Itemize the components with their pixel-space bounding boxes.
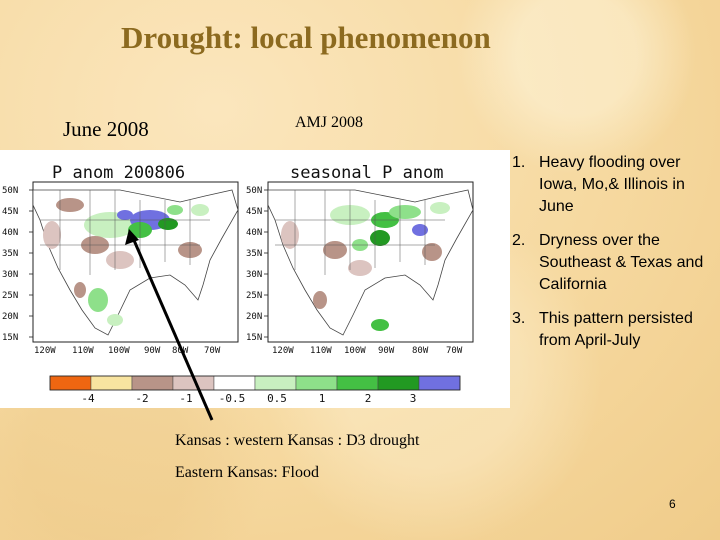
right-lon-tick: 110W (310, 346, 332, 356)
colorbar-swatch (172, 375, 215, 391)
right-lat-tick: 35N (246, 249, 262, 259)
right-lon-tick: 80W (412, 346, 429, 356)
left-lat-tick: 25N (2, 291, 18, 301)
colorbar-swatch (418, 375, 461, 391)
kansas-note: Kansas : western Kansas : D3 drought (175, 432, 420, 449)
left-lon-tick: 70W (204, 346, 221, 356)
right-lat-tick: 15N (246, 333, 262, 343)
colorbar-frame (49, 375, 461, 391)
june-2008-label: June 2008 (63, 117, 149, 141)
colorbar-label: -1 (179, 392, 192, 405)
left-lat-tick: 50N (2, 186, 18, 196)
colorbar-label: -4 (81, 392, 95, 405)
right-lat-tick: 45N (246, 207, 262, 217)
colorbar-label: 0.5 (267, 392, 287, 405)
right-lon-tick: 70W (446, 346, 463, 356)
right-map: 50N 45N 40N 35N 30N 25N 20N 15N 120W 110… (246, 181, 474, 356)
left-map: 50N 45N 40N 35N 30N 25N 20N 15N 120W 110… (2, 181, 239, 356)
left-lon-tick: 100W (108, 346, 130, 356)
left-lat-tick: 45N (2, 207, 18, 217)
precip-anomaly-maps: P anom 200806 seasonal P anom (0, 150, 510, 408)
right-lat-tick: 20N (246, 312, 262, 322)
colorbar-swatch (90, 375, 133, 391)
list-item-text: Dryness over the Southeast & Texas and C… (539, 232, 704, 293)
right-lon-tick: 90W (378, 346, 395, 356)
colorbar (49, 375, 461, 391)
left-lon-tick: 90W (144, 346, 161, 356)
maps-figure: P anom 200806 seasonal P anom (2, 163, 474, 405)
eastern-kansas-note: Eastern Kansas: Flood (175, 464, 319, 481)
colorbar-swatch (254, 375, 297, 391)
right-lat-tick: 50N (246, 186, 262, 196)
list-item: 1. Heavy flooding over Iowa, Mo,& Illinoi… (512, 152, 708, 218)
right-lon-tick: 100W (344, 346, 366, 356)
list-item-text: This pattern persisted from April-July (539, 310, 693, 349)
colorbar-label: -0.5 (219, 392, 246, 405)
left-map-title: P anom 200806 (52, 163, 185, 183)
right-lat-tick: 30N (246, 270, 262, 280)
colorbar-label: 3 (410, 392, 417, 405)
colorbar-swatch (213, 375, 256, 391)
colorbar-label: 2 (365, 392, 372, 405)
left-lat-tick: 35N (2, 249, 18, 259)
colorbar-label: -2 (135, 392, 148, 405)
right-lat-tick: 40N (246, 228, 262, 238)
right-map-title: seasonal P anom (290, 163, 444, 183)
left-lon-tick: 120W (34, 346, 56, 356)
left-lon-tick: 110W (72, 346, 94, 356)
list-item: 3. This pattern persisted from April-July (512, 308, 708, 352)
findings-list: 1. Heavy flooding over Iowa, Mo,& Illinoi… (512, 152, 708, 364)
colorbar-swatch (49, 375, 92, 391)
left-lat-tick: 20N (2, 312, 18, 322)
colorbar-label: 1 (319, 392, 326, 405)
left-lat-tick: 15N (2, 333, 18, 343)
left-lat-tick: 30N (2, 270, 18, 280)
list-item-text: Heavy flooding over Iowa, Mo,& Illinois … (539, 154, 685, 215)
left-lat-tick: 40N (2, 228, 18, 238)
list-item: 2. Dryness over the Southeast & Texas and… (512, 230, 708, 296)
colorbar-swatch (131, 375, 174, 391)
right-lon-tick: 120W (272, 346, 294, 356)
colorbar-swatch (377, 375, 420, 391)
left-lon-tick: 80W (172, 346, 189, 356)
right-lat-tick: 25N (246, 291, 262, 301)
amj-2008-label: AMJ 2008 (295, 114, 364, 131)
slide-title: Drought: local phenomenon (121, 20, 491, 55)
colorbar-swatch (295, 375, 338, 391)
colorbar-swatch (336, 375, 379, 391)
page-number: 6 (669, 497, 676, 511)
